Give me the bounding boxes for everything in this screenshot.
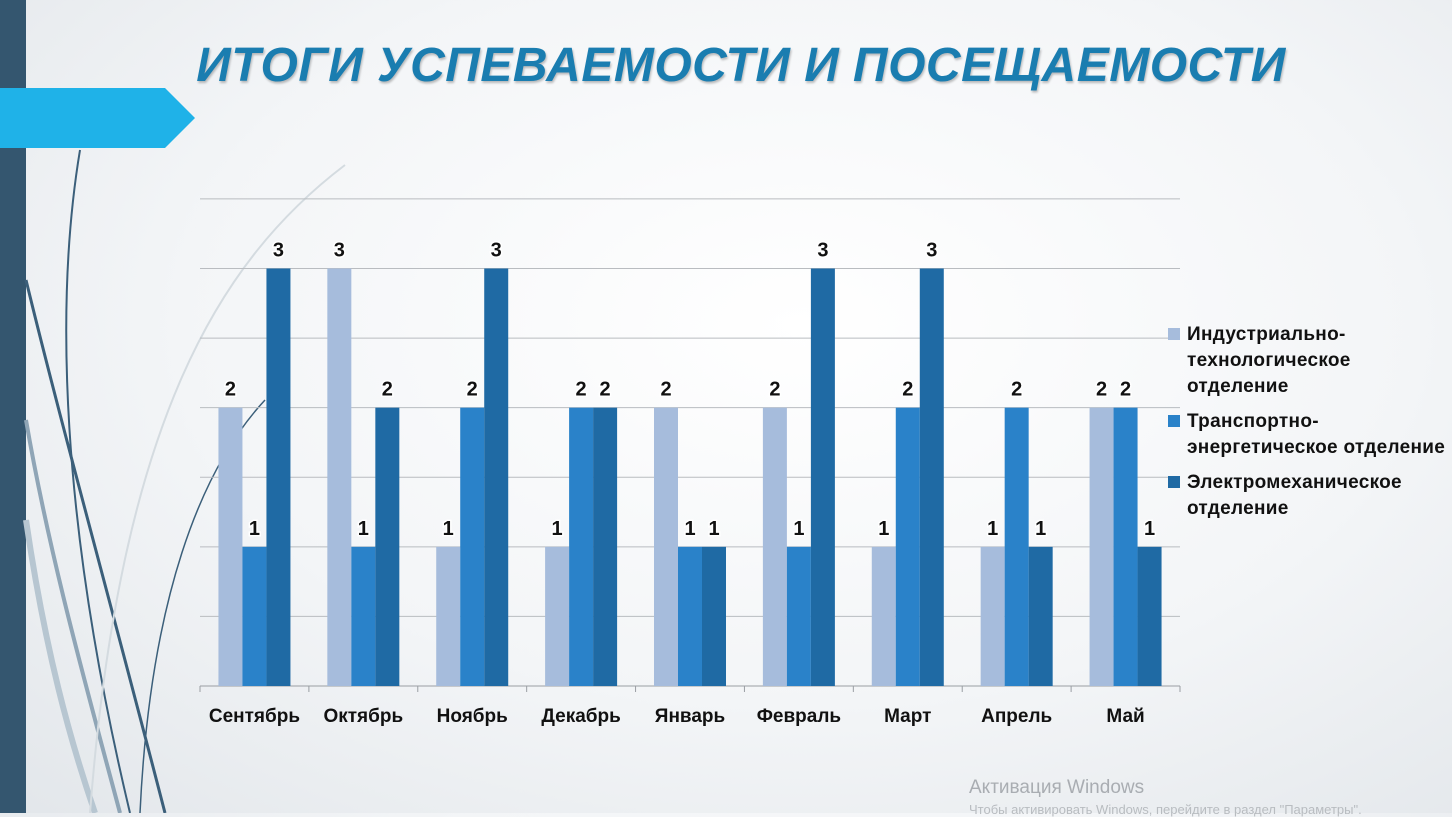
data-label: 1 [1144,518,1155,540]
data-label: 2 [902,379,913,401]
data-label: 2 [1120,379,1131,401]
legend-swatch-electromech [1168,476,1180,488]
bar [980,546,1005,686]
legend-swatch-transport [1168,415,1180,427]
bar [351,546,376,686]
bar [919,268,944,686]
x-tick-label: Ноябрь [437,706,508,727]
decorative-curves [23,149,346,813]
bar [242,546,267,686]
bar [375,407,400,686]
bar [762,407,787,686]
legend-label-transport: Транспортно-энергетическое отделение [1187,411,1446,458]
data-label: 3 [491,240,502,262]
data-label: 3 [273,240,284,262]
data-label: 2 [600,379,611,401]
legend-label-industrial: Индустриально-технологическое отделение [1187,324,1351,397]
data-label: 1 [878,518,889,540]
x-tick-label: Сентябрь [209,706,300,727]
x-tick-label: Май [1106,706,1144,727]
data-label: 2 [1011,379,1022,401]
data-label: 2 [576,379,587,401]
data-label: 1 [552,518,563,540]
bar [266,268,291,686]
title-arrow-tab [0,88,195,148]
windows-activation-watermark: Активация Windows [969,777,1145,798]
data-label: 3 [817,240,828,262]
bar [678,546,702,686]
bar [1113,407,1138,686]
data-label: 2 [467,379,478,401]
x-tick-label: Март [884,706,931,727]
data-label: 2 [1096,379,1107,401]
bar [871,546,896,686]
data-label: 1 [987,518,998,540]
data-label: 1 [793,518,804,540]
data-label: 1 [249,518,260,540]
x-tick-label: Январь [655,706,725,727]
bar [786,546,811,686]
bar [810,268,835,686]
legend-label-electromech: Электромеханическое отделение [1187,472,1402,519]
bar [654,407,678,686]
data-label: 1 [443,518,454,540]
x-tick-label: Декабрь [541,706,620,727]
legend-item-electromech: Электромеханическое отделение [1168,470,1448,522]
bar [1137,546,1162,686]
bar [436,546,461,686]
data-label: 1 [358,518,369,540]
data-label: 1 [1035,518,1046,540]
bar [569,407,594,686]
bar [545,546,570,686]
data-label: 3 [334,240,345,262]
data-label: 1 [708,518,719,540]
data-label: 2 [382,379,393,401]
bar [327,268,352,686]
bar [702,546,726,686]
chart-legend: Индустриально-технологическое отделение … [1168,322,1448,531]
data-label: 1 [684,518,695,540]
bar [484,268,509,686]
legend-swatch-industrial [1168,328,1180,340]
data-label: 2 [225,379,236,401]
bar [895,407,920,686]
x-tick-label: Октябрь [323,706,403,727]
bar [1028,546,1053,686]
data-label: 2 [769,379,780,401]
x-tick-label: Февраль [757,706,841,727]
data-label: 3 [926,240,937,262]
data-label: 2 [660,379,671,401]
bar [593,407,618,686]
windows-activation-hint: Чтобы активировать Windows, перейдите в … [969,802,1362,817]
bar [1004,407,1029,686]
legend-item-industrial: Индустриально-технологическое отделение [1168,322,1448,400]
slide-title: ИТОГИ УСПЕВАЕМОСТИ И ПОСЕЩАЕМОСТИ [196,39,1286,92]
x-tick-label: Апрель [981,706,1052,727]
bar [460,407,485,686]
legend-item-transport: Транспортно-энергетическое отделение [1168,409,1448,461]
bar [1089,407,1114,686]
bar [218,407,243,686]
